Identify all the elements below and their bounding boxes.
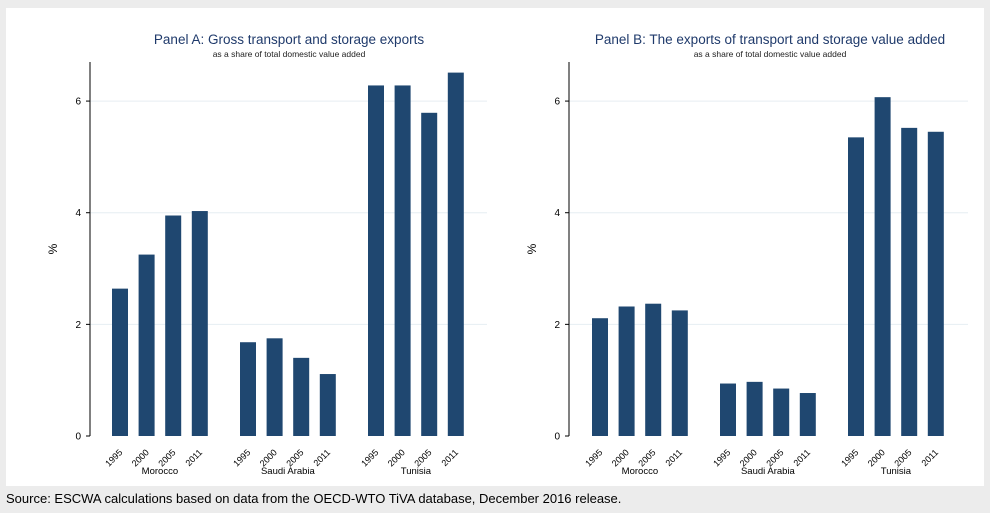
group-label-tunisia: Tunisia — [401, 466, 432, 477]
bar-saudi-arabia-2011 — [319, 374, 336, 436]
bar-tunisia-2000 — [874, 97, 891, 436]
y-tick-label: 6 — [75, 97, 81, 108]
y-tick-label: 4 — [75, 208, 81, 219]
panel-a: Panel A: Gross transport and storage exp… — [46, 32, 487, 477]
bar-saudi-arabia-1995 — [720, 383, 736, 436]
bar-morocco-2005 — [165, 215, 182, 436]
group-label-tunisia: Tunisia — [881, 466, 912, 477]
bar-saudi-arabia-2011 — [799, 393, 816, 436]
bar-saudi-arabia-2005 — [773, 388, 790, 436]
bar-tunisia-1995 — [368, 85, 384, 437]
y-tick-label: 6 — [554, 97, 560, 108]
chart-subtitle: as a share of total domestic value added — [694, 49, 847, 59]
chart-title: Panel B: The exports of transport and st… — [595, 32, 945, 47]
y-tick-label: 2 — [554, 320, 560, 331]
bar-morocco-2005 — [645, 303, 662, 436]
bar-saudi-arabia-2000 — [746, 381, 763, 436]
group-label-saudi-arabia: Saudi Arabia — [741, 466, 796, 477]
bar-saudi-arabia-2000 — [266, 338, 283, 436]
y-axis-label: % — [46, 243, 60, 254]
bar-morocco-2000 — [618, 306, 635, 436]
y-axis-label: % — [525, 243, 539, 254]
bar-morocco-2011 — [671, 310, 688, 436]
bar-saudi-arabia-2005 — [293, 357, 310, 436]
bar-tunisia-2005 — [421, 112, 438, 437]
bar-tunisia-2005 — [901, 127, 918, 437]
y-tick-label: 2 — [75, 320, 81, 331]
bar-saudi-arabia-1995 — [240, 342, 256, 436]
chart-subtitle: as a share of total domestic value added — [213, 49, 366, 59]
y-tick-label: 0 — [75, 432, 81, 443]
bar-tunisia-2000 — [394, 85, 411, 437]
bar-tunisia-1995 — [848, 137, 864, 436]
group-label-morocco: Morocco — [142, 466, 178, 477]
bar-morocco-2000 — [138, 254, 155, 436]
panel-b: Panel B: The exports of transport and st… — [525, 32, 968, 477]
bar-morocco-2011 — [191, 211, 208, 436]
bar-morocco-1995 — [112, 288, 128, 436]
group-label-saudi-arabia: Saudi Arabia — [261, 466, 316, 477]
chart-title: Panel A: Gross transport and storage exp… — [154, 32, 424, 47]
bar-morocco-1995 — [592, 318, 608, 436]
bar-tunisia-2011 — [447, 72, 464, 437]
y-tick-label: 0 — [554, 432, 560, 443]
y-tick-label: 4 — [554, 208, 560, 219]
bar-tunisia-2011 — [927, 131, 944, 436]
source-note: Source: ESCWA calculations based on data… — [6, 491, 622, 506]
group-label-morocco: Morocco — [622, 466, 658, 477]
